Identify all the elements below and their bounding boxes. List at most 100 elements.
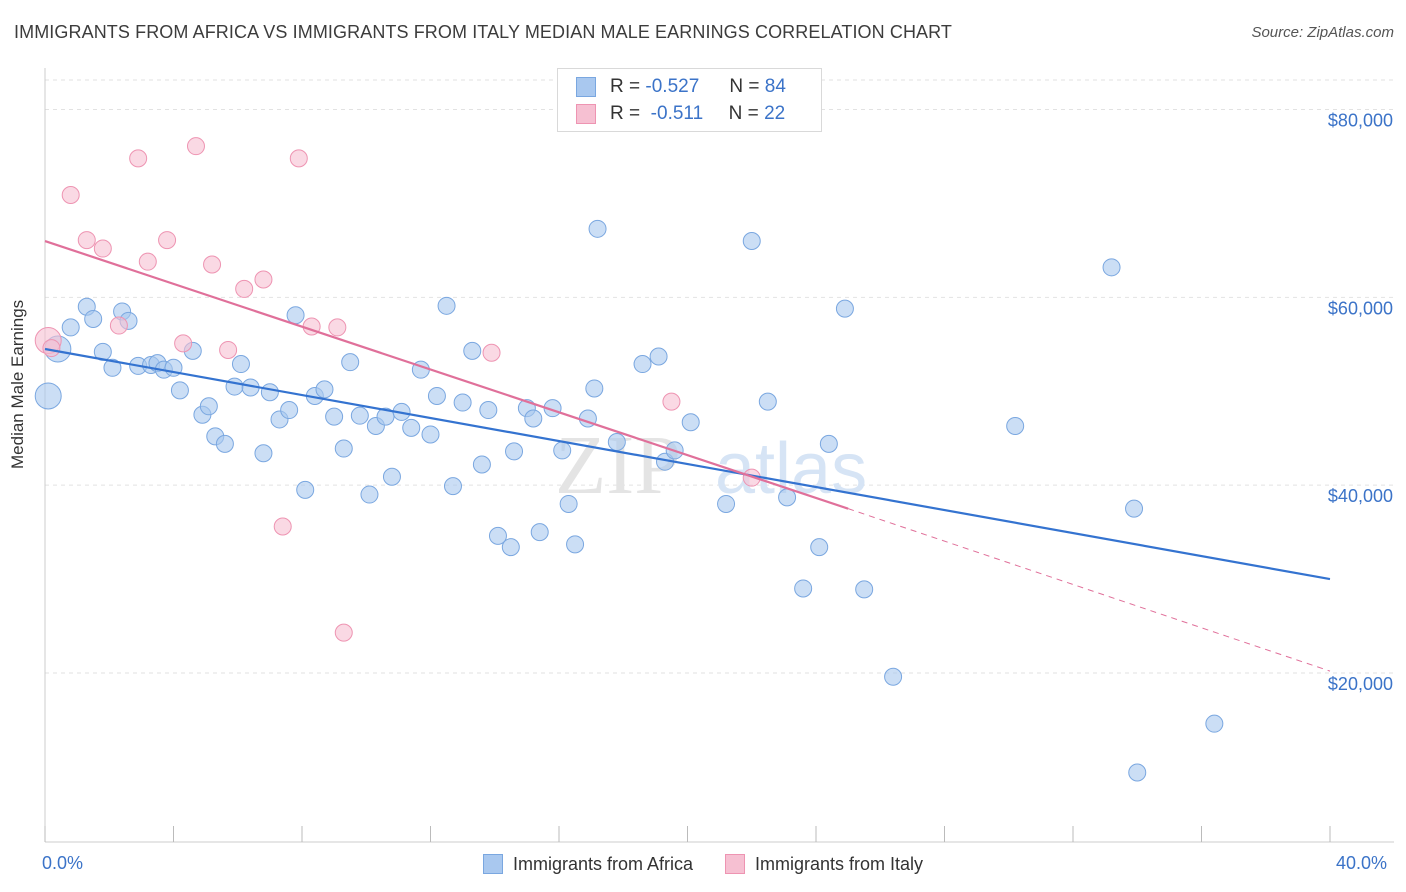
africa-point — [360, 485, 379, 504]
y-tick-labels: $20,000 $40,000 $60,000 $80,000 — [1328, 111, 1393, 694]
italy-point — [77, 231, 96, 250]
africa-point — [315, 380, 334, 399]
y-tick-label: $80,000 — [1328, 111, 1393, 131]
series-legend: Immigrants from Africa Immigrants from I… — [0, 851, 1406, 877]
n-key: N = — [729, 76, 760, 97]
italy-point — [328, 318, 347, 337]
africa-point — [479, 401, 498, 420]
africa-point — [382, 467, 401, 486]
italy-point — [203, 255, 222, 274]
legend-row-italy: R = -0.511 N = 22 — [576, 103, 785, 125]
africa-point — [1128, 763, 1147, 782]
africa-point — [421, 425, 440, 444]
africa-point — [588, 219, 607, 238]
italy-point — [93, 239, 112, 258]
r-key: R = — [610, 76, 641, 97]
africa-point — [819, 434, 838, 453]
legend-row-africa: R = -0.527 N = 84 — [576, 76, 786, 98]
italy-point — [138, 252, 157, 271]
legend-label-africa: Immigrants from Africa — [512, 853, 693, 874]
africa-point — [559, 494, 578, 513]
source-label: Source: ZipAtlas.com — [1251, 24, 1394, 41]
n-value: 22 — [764, 103, 786, 124]
italy-point — [219, 340, 238, 359]
africa-point — [463, 341, 482, 360]
africa-point — [530, 523, 549, 542]
italy-point — [235, 279, 254, 298]
africa-point — [501, 538, 520, 557]
italy-point — [186, 137, 205, 156]
legend-swatch-africa — [482, 854, 503, 874]
africa-point — [835, 299, 854, 318]
africa-point — [286, 306, 305, 325]
n-value: 84 — [764, 76, 786, 97]
trend-lines — [44, 239, 1331, 672]
legend-item-italy[interactable]: Immigrants from Italy — [725, 854, 923, 875]
africa-point — [717, 494, 736, 513]
series-italy-points — [34, 137, 761, 642]
italy-point — [273, 517, 292, 536]
africa-point — [553, 441, 572, 460]
legend-item-africa[interactable]: Immigrants from Africa — [482, 853, 693, 875]
africa-point — [472, 455, 491, 474]
africa-point — [225, 377, 244, 396]
africa-point — [1102, 258, 1121, 277]
africa-point — [488, 526, 507, 545]
africa-point — [199, 397, 218, 416]
africa-point — [1125, 499, 1144, 518]
series-africa-points — [34, 219, 1224, 782]
r-value: -0.511 — [650, 103, 704, 124]
r-key: R = — [610, 103, 641, 124]
africa-point — [443, 477, 462, 496]
africa-point — [1205, 714, 1224, 733]
africa-point — [884, 667, 903, 686]
africa-point — [742, 232, 761, 251]
africa-point — [607, 432, 626, 451]
africa-point — [103, 358, 122, 377]
africa-point — [254, 444, 273, 463]
africa-point — [280, 401, 299, 420]
chart-title: IMMIGRANTS FROM AFRICA VS IMMIGRANTS FRO… — [14, 22, 953, 42]
africa-trend-line — [44, 347, 1331, 581]
italy-point — [109, 316, 128, 335]
legend-swatch-africa — [576, 77, 596, 97]
africa-point — [61, 318, 80, 337]
correlation-legend: R = -0.527 N = 84 R = -0.511 N = 22 — [557, 68, 822, 132]
italy-point — [334, 623, 353, 642]
africa-point — [296, 480, 315, 499]
africa-point — [633, 355, 652, 374]
italy-point — [482, 343, 501, 362]
africa-point — [170, 381, 189, 400]
italy-trend-line — [44, 239, 849, 510]
italy-point — [42, 339, 61, 358]
africa-point — [758, 392, 777, 411]
africa-point — [437, 296, 456, 315]
africa-point — [325, 407, 344, 426]
africa-point — [215, 434, 234, 453]
africa-point — [260, 383, 279, 402]
italy-point — [129, 149, 148, 168]
africa-point — [794, 579, 813, 598]
n-key: N = — [728, 103, 759, 124]
africa-point — [585, 379, 604, 398]
africa-point — [350, 406, 369, 425]
africa-point — [334, 439, 353, 458]
italy-point — [254, 270, 273, 289]
africa-point — [505, 442, 524, 461]
axes — [44, 68, 1394, 843]
africa-point — [649, 347, 668, 366]
italy-point — [174, 334, 193, 353]
africa-point — [427, 386, 446, 405]
italy-point — [158, 231, 177, 250]
africa-point — [34, 382, 62, 410]
africa-point — [524, 409, 543, 428]
y-tick-label: $60,000 — [1328, 298, 1393, 318]
italy-point — [662, 392, 681, 411]
africa-point — [341, 353, 360, 372]
africa-point — [810, 538, 829, 557]
x-tick-label-max: 40.0% — [1336, 853, 1388, 873]
africa-point — [855, 580, 874, 599]
africa-point — [566, 535, 585, 554]
legend-label-italy: Immigrants from Italy — [755, 853, 924, 874]
